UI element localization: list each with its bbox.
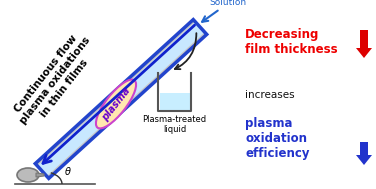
Polygon shape	[356, 30, 372, 58]
Text: plasma: plasma	[100, 85, 132, 123]
Text: plasma
oxidation
efficiency: plasma oxidation efficiency	[245, 116, 309, 160]
Bar	[159, 93, 190, 110]
FancyArrowPatch shape	[175, 33, 196, 69]
Polygon shape	[35, 20, 207, 178]
Text: Decreasing
film thickness: Decreasing film thickness	[245, 28, 338, 56]
Polygon shape	[356, 142, 372, 165]
Polygon shape	[36, 173, 44, 177]
Text: increases: increases	[245, 90, 295, 100]
Text: Methylene Blue
Solution: Methylene Blue Solution	[193, 0, 263, 7]
Polygon shape	[37, 22, 205, 176]
Ellipse shape	[17, 168, 39, 182]
Text: Plasma-treated
liquid: Plasma-treated liquid	[143, 115, 206, 134]
Ellipse shape	[96, 80, 136, 129]
Text: $\theta$: $\theta$	[64, 165, 72, 177]
Text: Continuous flow
plasma oxidations
in thin films: Continuous flow plasma oxidations in thi…	[9, 28, 101, 134]
